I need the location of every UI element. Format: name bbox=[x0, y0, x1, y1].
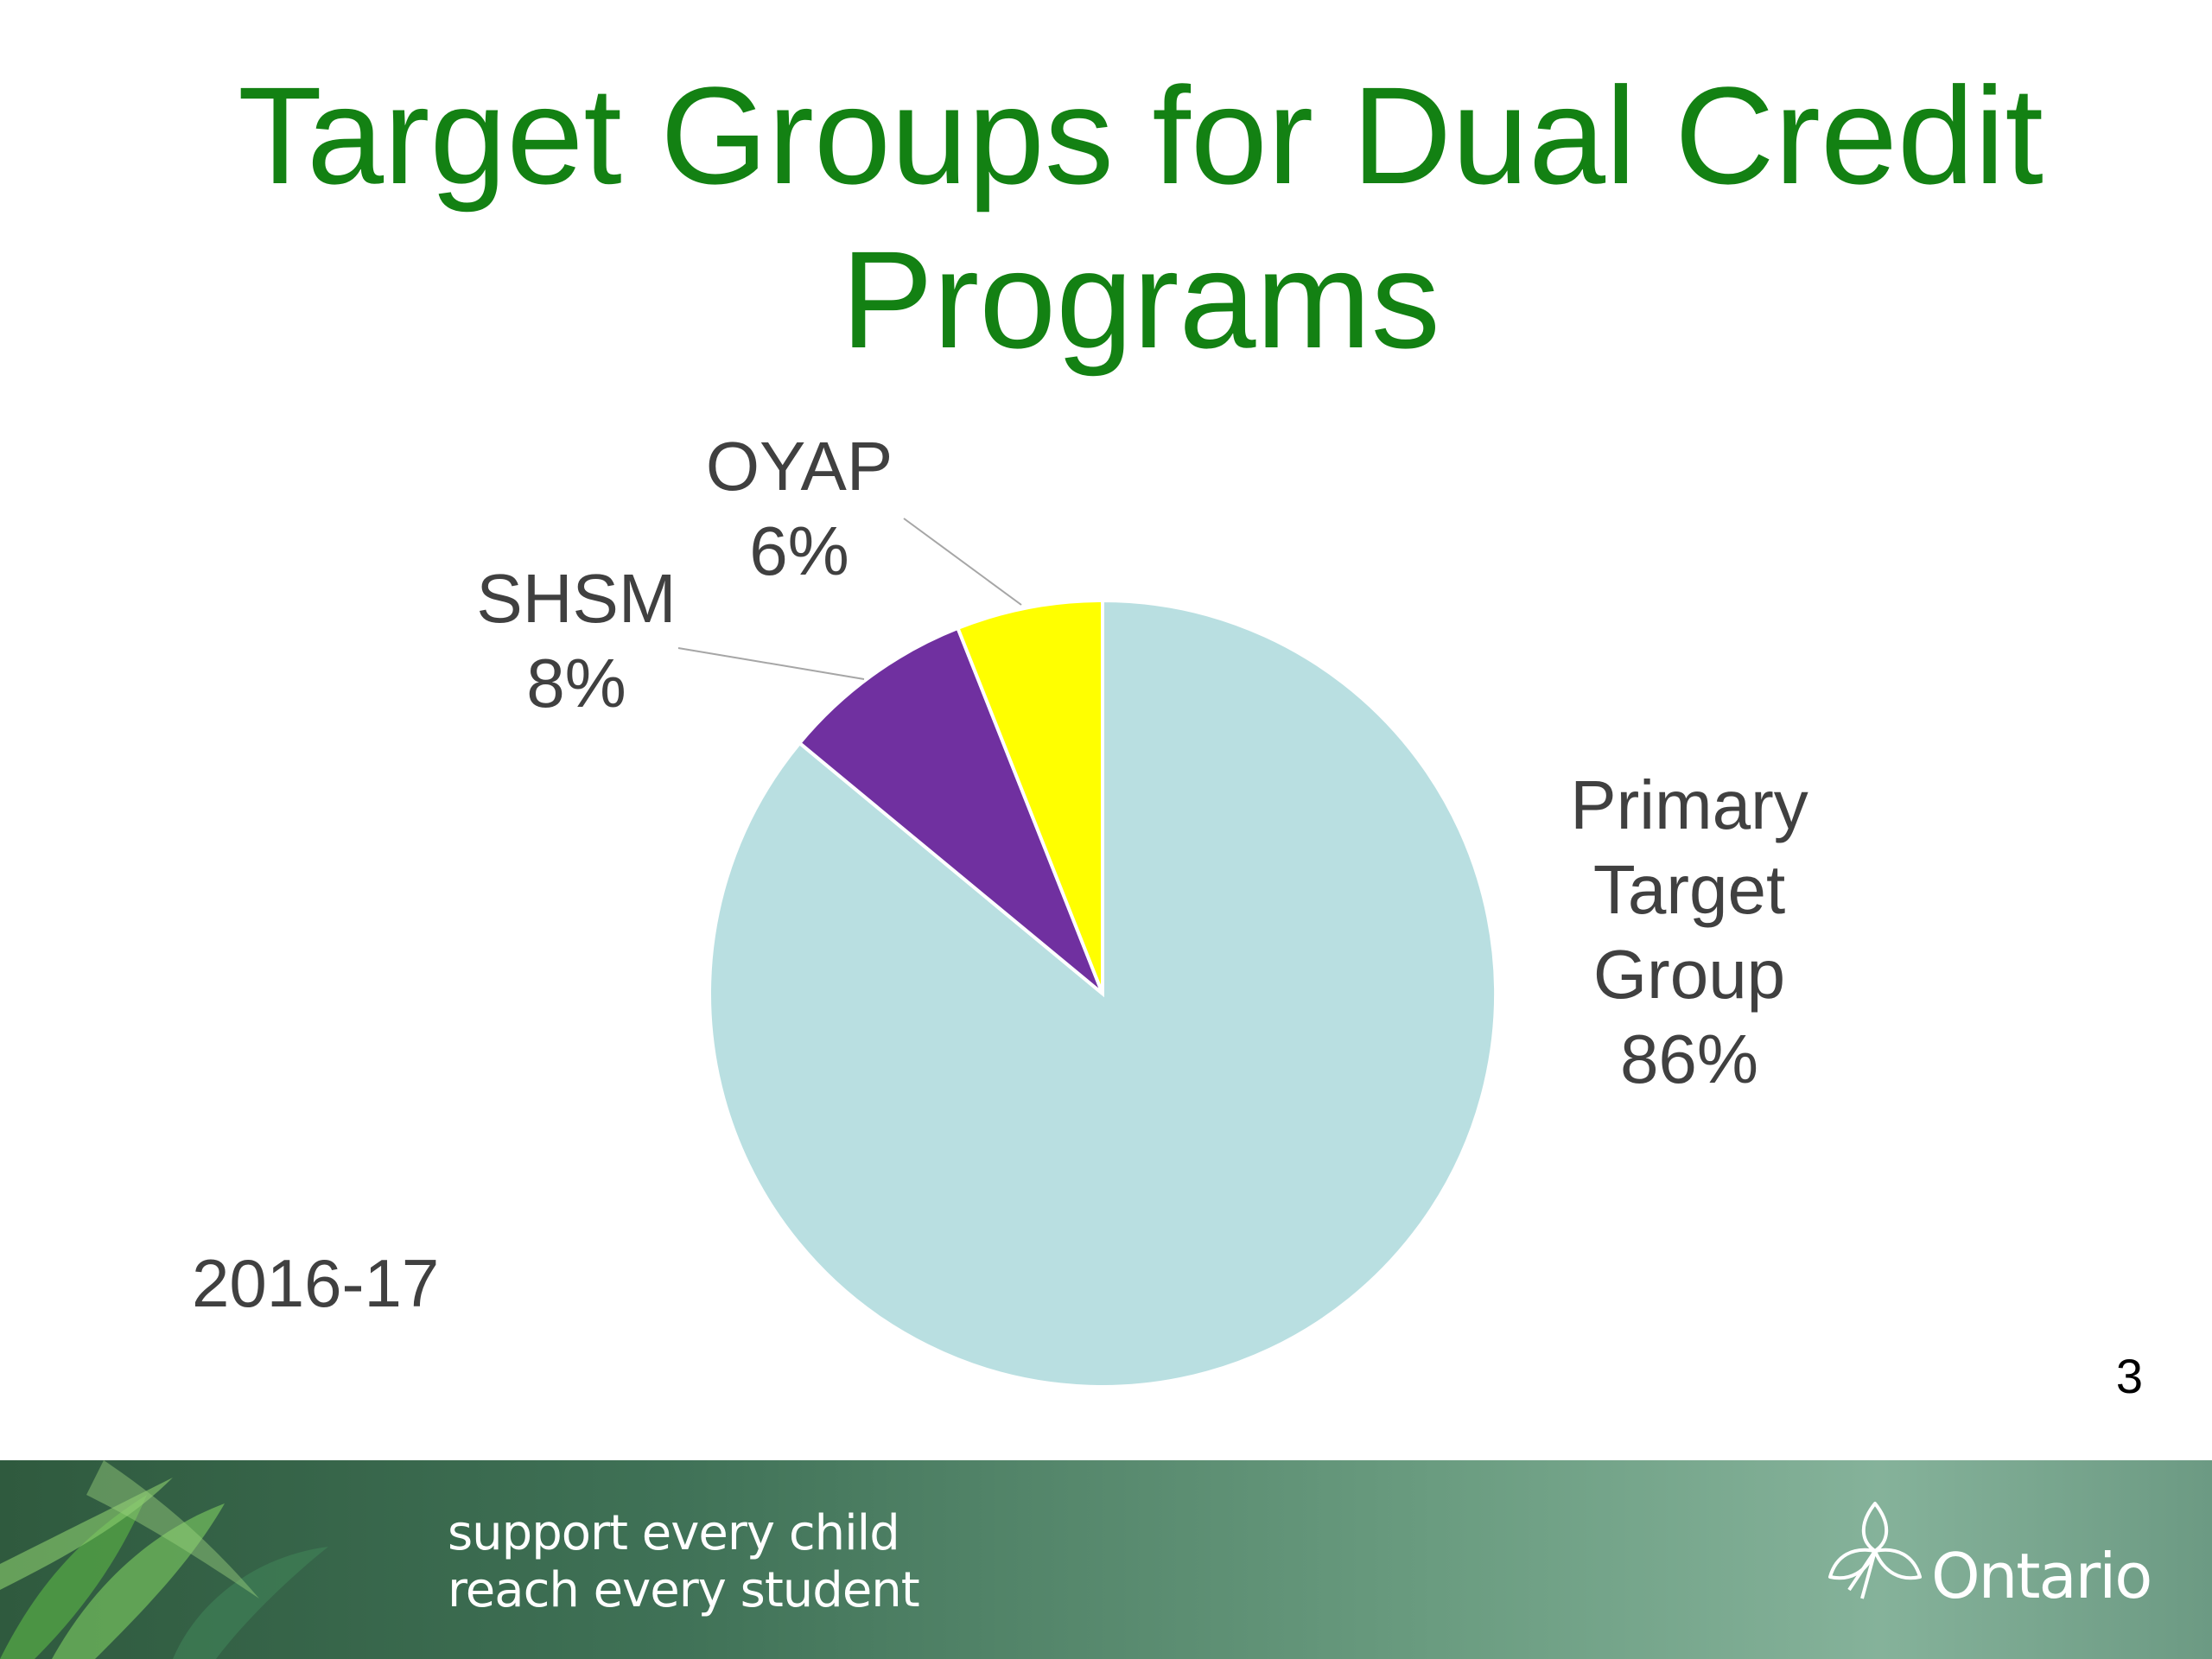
slice-category-label: Primary bbox=[1570, 766, 1808, 843]
slice-value-label: 6% bbox=[749, 512, 849, 589]
data-label-shsm: SHSM 8% bbox=[476, 560, 676, 721]
trillium-icon bbox=[1828, 1502, 1922, 1599]
slice-value-label: 8% bbox=[526, 645, 626, 721]
leader-line-oyap bbox=[903, 518, 1022, 606]
slice-category-label: Group bbox=[1593, 936, 1785, 1013]
slide-title: Target Groups for Dual Credit Programs bbox=[138, 54, 2143, 382]
pie-slice-shsm bbox=[797, 626, 1104, 995]
slice-category-label: SHSM bbox=[476, 560, 676, 637]
footer-band: support every child reach every student … bbox=[0, 1460, 2212, 1659]
ontario-wordmark: Ontario bbox=[1931, 1540, 2152, 1612]
ontario-logo: Ontario bbox=[1823, 1495, 2152, 1624]
tagline-line-2: reach every student bbox=[448, 1562, 920, 1618]
pie-slice-oyap bbox=[955, 598, 1104, 995]
slide-title-line-2: Programs bbox=[841, 222, 1440, 377]
slice-category-label: Target bbox=[1593, 851, 1785, 928]
tagline-line-1: support every child bbox=[448, 1505, 900, 1561]
slice-value-label: 86% bbox=[1620, 1020, 1758, 1097]
page-number: 3 bbox=[2115, 1349, 2143, 1403]
footer-leaf-art bbox=[0, 1460, 328, 1659]
leader-line-shsm bbox=[677, 647, 865, 680]
slide-title-line-1: Target Groups for Dual Credit bbox=[238, 58, 2044, 213]
tagline: support every child reach every student bbox=[448, 1505, 920, 1619]
slice-category-label: OYAP bbox=[706, 428, 893, 505]
year-label: 2016-17 bbox=[192, 1245, 440, 1321]
